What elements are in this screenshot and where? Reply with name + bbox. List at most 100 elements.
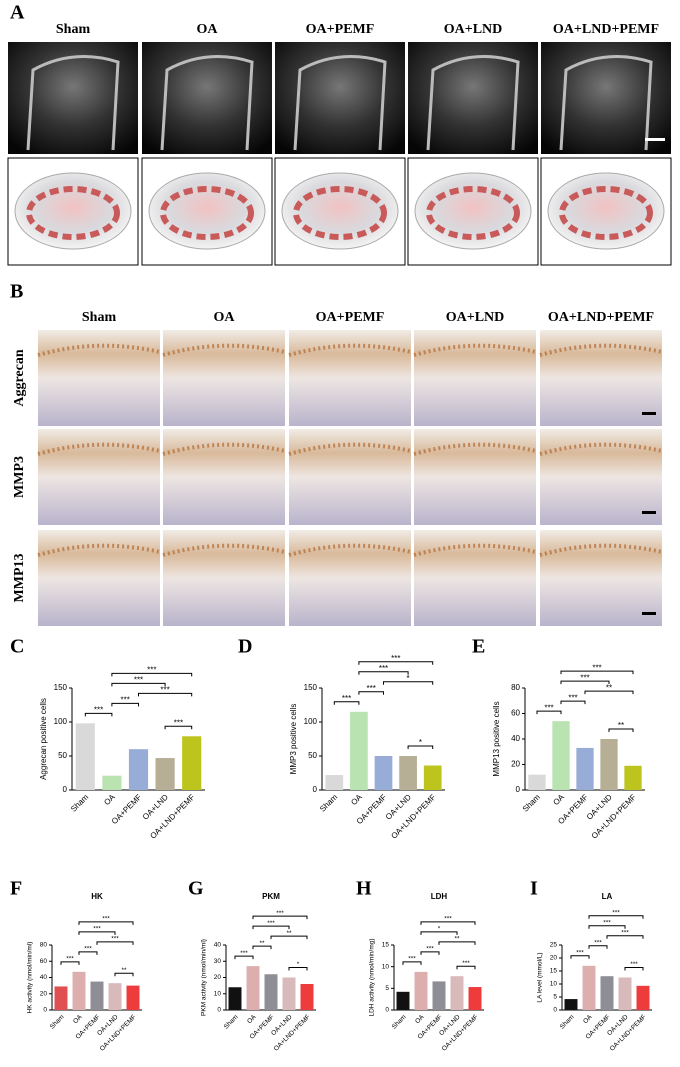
significance-label: *** [603, 920, 611, 927]
bone-render [160, 186, 254, 240]
column-header: OA+LND+PEMF [553, 22, 659, 37]
column-header: OA+LND [446, 310, 505, 325]
y-axis-label: Aggrecan positive cells [39, 698, 48, 780]
column-header: Sham [82, 310, 117, 325]
tissue-render [14, 172, 132, 250]
significance-label: *** [134, 675, 143, 684]
bone-render [426, 186, 520, 240]
significance-bracket [252, 925, 290, 930]
bar [468, 987, 482, 1010]
scale-bar [642, 412, 656, 415]
bar [54, 986, 68, 1010]
bar [128, 749, 149, 790]
y-tick-label: 40 [214, 942, 222, 949]
significance-label: * [407, 674, 410, 683]
scale-bar [642, 511, 656, 514]
significance-label: *** [592, 663, 601, 672]
bar [618, 977, 632, 1010]
significance-label: *** [568, 693, 577, 702]
significance-bracket [288, 967, 308, 971]
significance-label: *** [576, 950, 584, 957]
x-tick-label: OA+LND+PEMF [590, 792, 638, 840]
significance-bracket [358, 671, 409, 675]
significance-bracket [407, 745, 434, 749]
tissue-render [281, 172, 399, 250]
tissue-render [414, 172, 532, 250]
significance-bracket [456, 965, 476, 970]
y-tick-label: 0 [553, 1007, 557, 1014]
bar [325, 775, 344, 790]
bar [576, 747, 594, 790]
cartilage-layer [288, 343, 412, 357]
significance-bracket [560, 670, 634, 675]
y-tick-label: 10 [550, 981, 558, 988]
x-tick-label: OA [72, 1013, 84, 1025]
cartilage-layer [162, 543, 286, 557]
x-tick-label: Sham [391, 1014, 408, 1031]
column-header: OA+PEMF [306, 22, 375, 37]
scale-bar [642, 612, 656, 615]
significance-bracket [383, 681, 434, 685]
significance-bracket [78, 951, 98, 955]
bar [450, 976, 464, 1010]
panel-letter: H [356, 878, 372, 900]
panel-letter: I [530, 878, 538, 900]
x-tick-label: OA [414, 1013, 426, 1025]
x-tick-label: OA [349, 792, 364, 807]
significance-bracket [164, 725, 193, 730]
bone-render [293, 186, 387, 240]
bar [182, 736, 202, 790]
y-tick-label: 80 [511, 683, 520, 692]
bar [399, 756, 417, 790]
cartilage-layer [37, 343, 161, 357]
y-tick-label: 20 [40, 990, 48, 997]
significance-bracket [402, 961, 422, 965]
y-tick-label: 5 [553, 994, 557, 1001]
chart-title: LA [602, 892, 613, 901]
panel-letter: G [188, 878, 204, 900]
significance-label: ** [259, 940, 265, 947]
y-tick-label: 10 [382, 963, 390, 970]
y-tick-label: 50 [308, 751, 317, 760]
y-tick-label: 15 [382, 942, 390, 949]
bar [423, 765, 442, 790]
bar [155, 758, 175, 790]
significance-label: *** [174, 718, 183, 727]
significance-bracket [270, 935, 308, 940]
bone-render [26, 186, 120, 240]
x-tick-label: OA [582, 1013, 594, 1025]
scale-bar [645, 138, 665, 141]
y-tick-label: 0 [43, 1007, 47, 1014]
bar [228, 987, 242, 1010]
cartilage-layer [539, 343, 663, 357]
bar [414, 971, 428, 1010]
significance-bracket [570, 955, 590, 959]
significance-bracket [78, 921, 134, 925]
column-header: OA+LND [444, 22, 503, 37]
bone-outline [559, 55, 653, 151]
cartilage-layer [413, 543, 537, 557]
significance-label: *** [147, 665, 156, 674]
x-tick-label: Sham [69, 792, 90, 813]
bar [600, 739, 618, 790]
panel-letter: A [10, 2, 25, 24]
significance-bracket [536, 710, 562, 715]
significance-label: *** [111, 936, 119, 943]
bone-outline [426, 55, 520, 151]
significance-bracket [606, 935, 644, 939]
significance-bracket [608, 728, 634, 732]
significance-bracket [84, 712, 113, 717]
bar [75, 723, 95, 790]
significance-label: *** [391, 654, 400, 663]
bar [600, 976, 614, 1010]
significance-bracket [111, 682, 166, 687]
cartilage-layer [37, 442, 161, 456]
bar [374, 756, 393, 790]
significance-bracket [420, 921, 476, 925]
x-tick-label: Sham [318, 792, 339, 813]
bar [564, 999, 578, 1010]
significance-label: ** [606, 683, 612, 692]
bar-chart: G PKM PKM activity (nmol/min/ml) 0 10 20 30 40 S… [188, 878, 316, 1053]
y-tick-label: 0 [516, 785, 521, 794]
